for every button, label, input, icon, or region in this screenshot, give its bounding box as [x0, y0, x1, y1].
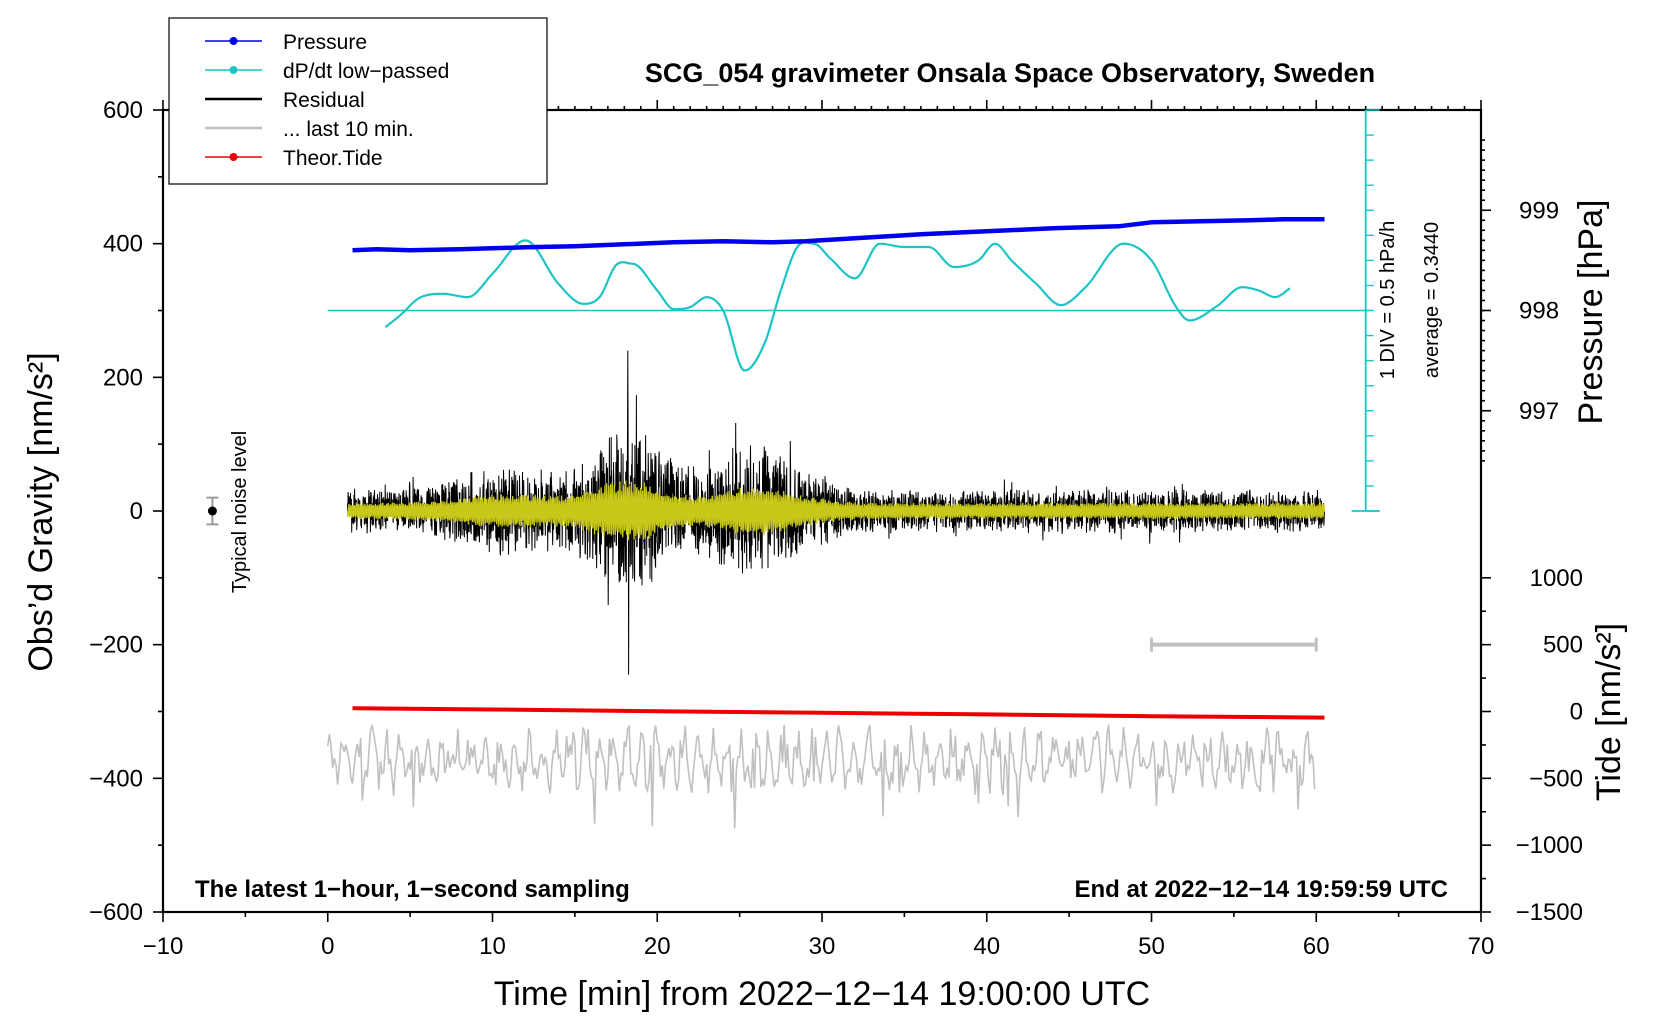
y-axis-label-gravity: Obs’d Gravity [nm/s²]: [22, 352, 60, 671]
legend-label: Pressure: [283, 31, 367, 54]
x-axis-label: Time [min] from 2022−12−14 19:00:00 UTC: [494, 975, 1150, 1013]
y-tick-label: −600: [89, 899, 143, 926]
legend-label: dP/dt low−passed: [283, 60, 449, 83]
series-tide-line: [352, 706, 1325, 720]
legend-label: Residual: [283, 89, 365, 112]
end-time-note: End at 2022−12−14 19:59:59 UTC: [1074, 876, 1448, 903]
y-tick-label: −200: [89, 632, 143, 659]
y-axis-label-tide: Tide [nm/s²]: [1590, 623, 1628, 801]
tide-tick-label: −500: [1529, 765, 1583, 792]
chart-title: SCG_054 gravimeter Onsala Space Observat…: [645, 58, 1375, 88]
y-tick-label: 0: [130, 498, 143, 525]
legend-label: ... last 10 min.: [283, 118, 414, 141]
dpdt-average-label: average = 0.3440: [1421, 222, 1443, 378]
tide-tick-label: 500: [1543, 632, 1583, 659]
legend: Pressure dP/dt low−passed Residual ... last…: [168, 17, 548, 185]
series-layer: [327, 217, 1369, 829]
y-tick-label: 200: [103, 364, 143, 391]
x-tick-label: 40: [973, 933, 1000, 960]
y-tick-label: −400: [89, 765, 143, 792]
legend-marker: [229, 66, 238, 74]
x-tick-label: 20: [644, 933, 671, 960]
y-tick-label: 600: [103, 97, 143, 124]
pressure-tick-label: 999: [1519, 197, 1559, 224]
x-tick-label: 60: [1303, 933, 1330, 960]
x-tick-label: −10: [143, 933, 184, 960]
x-tick-label: 10: [479, 933, 506, 960]
series-last-10-min-line: [327, 723, 1316, 829]
x-tick-label: 30: [809, 933, 836, 960]
legend-label: Theor.Tide: [283, 147, 383, 170]
noise-level-marker: [206, 496, 219, 526]
pressure-tick-label: 998: [1519, 298, 1559, 325]
x-tick-label: 0: [321, 933, 334, 960]
tide-tick-label: 1000: [1530, 565, 1583, 592]
y-axis-tide: −1500 −1000 −500 0 500 1000: [1481, 565, 1583, 926]
y-tick-label: 400: [103, 231, 143, 258]
x-tick-label: 50: [1138, 933, 1165, 960]
tide-tick-label: −1000: [1516, 832, 1583, 859]
tide-tick-label: −1500: [1516, 899, 1583, 926]
sampling-note: The latest 1−hour, 1−second sampling: [195, 876, 630, 903]
legend-marker: [229, 37, 238, 45]
series-pressure-line: [352, 217, 1325, 253]
legend-marker: [229, 153, 238, 161]
y-axis-label-pressure: Pressure [hPa]: [1572, 200, 1610, 425]
tide-tick-label: 0: [1570, 699, 1583, 726]
dpdt-scale-axis: [1351, 109, 1380, 512]
noise-level-point: [207, 506, 217, 516]
x-axis: −10 0 10 20 30 40 50 60 70: [143, 100, 1495, 960]
series-residual-filtered-line: [346, 480, 1326, 541]
y-axis-gravity: −600 −400 −200 0 200 400 600: [89, 97, 163, 926]
y-axis-pressure: 997 998 999: [1481, 139, 1559, 462]
dpdt-division-label: 1 DIV = 0.5 hPa/h: [1377, 221, 1399, 379]
x-tick-label: 70: [1468, 933, 1495, 960]
pressure-tick-label: 997: [1519, 398, 1559, 425]
noise-level-label: Typical noise level: [229, 431, 251, 593]
